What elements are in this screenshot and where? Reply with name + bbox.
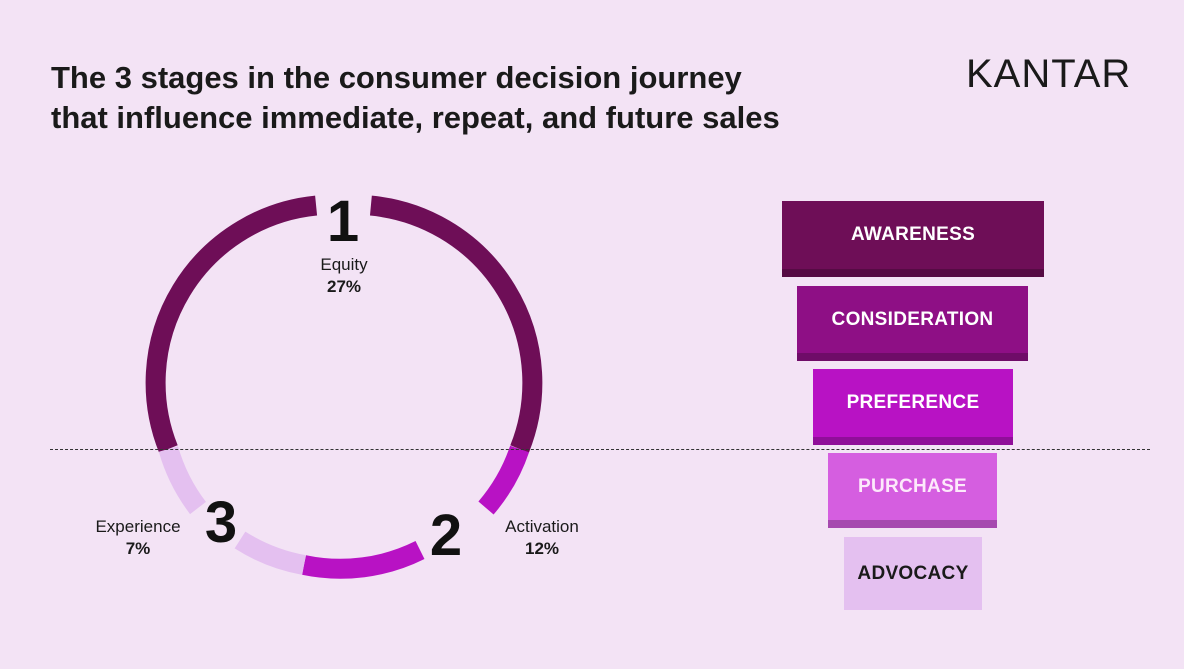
experience-arc-bottom [234, 531, 306, 575]
funnel-purchase: PURCHASE [828, 453, 997, 528]
stage-1-percent: 27% [326, 277, 362, 296]
title-line-2: that influence immediate, repeat, and fu… [51, 100, 780, 135]
funnel-preference: PREFERENCE [813, 369, 1013, 445]
funnel-consideration: CONSIDERATION [797, 286, 1028, 361]
funnel-purchase-shadow [828, 520, 997, 528]
funnel-consideration-label: CONSIDERATION [831, 308, 994, 330]
page-title: The 3 stages in the consumer decision jo… [51, 58, 911, 138]
experience-arc [158, 446, 207, 515]
stage-3-percent: 7% [125, 539, 151, 558]
activation-arc-bottom [301, 540, 425, 579]
funnel-consideration-shadow [797, 353, 1028, 361]
funnel-preference-label: PREFERENCE [846, 392, 980, 413]
stage-2-label: Activation 12% [492, 516, 592, 560]
stage-2-percent: 12% [524, 539, 560, 558]
activation-arc [478, 445, 530, 515]
funnel-awareness-shadow [782, 269, 1044, 277]
kantar-logo: KANTAR [966, 52, 1132, 96]
equity-arc-left [145, 195, 318, 453]
funnel-awareness-label: AWARENESS [850, 224, 976, 245]
dashed-divider [50, 449, 1150, 450]
equity-arc [369, 195, 543, 453]
stage-1-name: Equity [320, 255, 368, 274]
stage-3-label: Experience 7% [88, 516, 188, 560]
funnel-preference-shadow [813, 437, 1013, 445]
funnel-advocacy: ADVOCACY [844, 537, 982, 610]
stage-1-number: 1 [326, 189, 360, 254]
stage-2-number: 2 [429, 503, 463, 568]
title-line-1: The 3 stages in the consumer decision jo… [51, 60, 742, 95]
stage-2-name: Activation [505, 517, 579, 536]
stage-3-number: 3 [204, 490, 238, 555]
stage-3-name: Experience [95, 517, 181, 536]
funnel-advocacy-label: ADVOCACY [857, 562, 969, 584]
funnel-awareness: AWARENESS [782, 201, 1044, 277]
funnel-purchase-label: PURCHASE [857, 475, 968, 497]
stage-1-label: Equity 27% [294, 254, 394, 298]
